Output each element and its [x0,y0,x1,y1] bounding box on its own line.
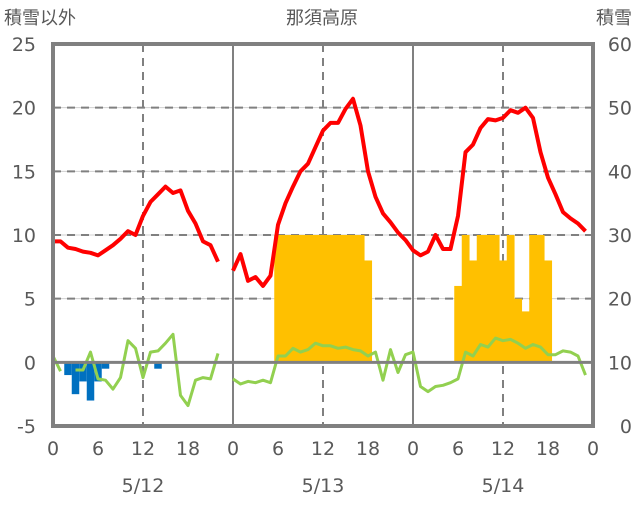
snow-depth-bar [461,235,470,363]
right-tick-label: 50 [608,98,632,120]
snowfall-bar [71,362,80,395]
snow-depth-bar [529,235,538,363]
snow-depth-bar [476,235,485,363]
bars [64,235,553,401]
right-tick-label: 20 [608,289,632,311]
snow-depth-bar [274,235,283,363]
left-axis-label: 積雪以外 [4,8,76,29]
left-tick-label: -5 [17,416,36,438]
x-tick-label: 18 [356,438,380,460]
left-tick-label: 25 [12,34,36,56]
snow-depth-bar [334,235,343,363]
day-label: 5/13 [302,475,345,497]
snow-depth-bar [289,235,298,363]
right-tick-label: 10 [608,352,632,374]
snow-depth-bar [311,235,320,363]
snowfall-bar [86,362,95,401]
snowfall-bar [154,362,162,369]
x-tick-label: 0 [407,438,419,460]
snow-depth-bar [499,260,508,363]
snow-depth-bar [319,235,328,363]
left-tick-label: 15 [12,161,36,183]
x-tick-label: 0 [227,438,239,460]
left-tick-label: 20 [12,98,36,120]
left-tick-label: 10 [12,225,36,247]
plot-frame [51,42,595,428]
snow-depth-bar [536,235,545,363]
chart-title: 那須高原 [286,8,358,29]
x-tick-label: 6 [452,438,464,460]
snow-depth-bar [506,235,515,363]
x-tick-label: 0 [47,438,59,460]
left-tick-label: 5 [24,289,36,311]
x-tick-label: 6 [272,438,284,460]
right-tick-label: 40 [608,161,632,183]
right-tick-label: 30 [608,225,632,247]
snow-depth-bar [364,260,373,363]
snow-depth-bar [296,235,305,363]
right-tick-label: 60 [608,34,632,56]
snow-depth-bar [349,235,358,363]
snow-depth-bar [341,235,350,363]
x-tick-label: 12 [131,438,155,460]
snow-depth-bar [304,235,313,363]
snow-depth-bar [544,260,553,363]
x-tick-label: 18 [536,438,560,460]
snow-depth-bar [484,235,493,363]
snow-depth-bar [491,235,500,363]
snowfall-bar [101,362,110,369]
snow-depth-bar [514,298,523,363]
snow-depth-bar [454,285,463,363]
snow-depth-bar [281,235,290,363]
snowfall-bar [94,362,102,382]
red-line [53,96,587,288]
right-tick-label: 0 [620,416,632,438]
snowfall-bar [64,362,72,376]
day-label: 5/12 [122,475,165,497]
x-tick-label: 12 [491,438,515,460]
snow-depth-bar [326,235,335,363]
x-tick-label: 18 [176,438,200,460]
right-axis-label: 積雪 [596,8,632,29]
plot-border [51,42,595,428]
day-label: 5/14 [482,475,525,497]
x-tick-label: 0 [587,438,599,460]
x-tick-label: 12 [311,438,335,460]
snow-depth-bar [469,260,478,363]
left-tick-label: 0 [24,352,36,374]
snow-depth-bar [521,311,530,363]
x-tick-label: 6 [92,438,104,460]
snowfall-bar [79,362,87,382]
snow-depth-bar [356,235,365,363]
